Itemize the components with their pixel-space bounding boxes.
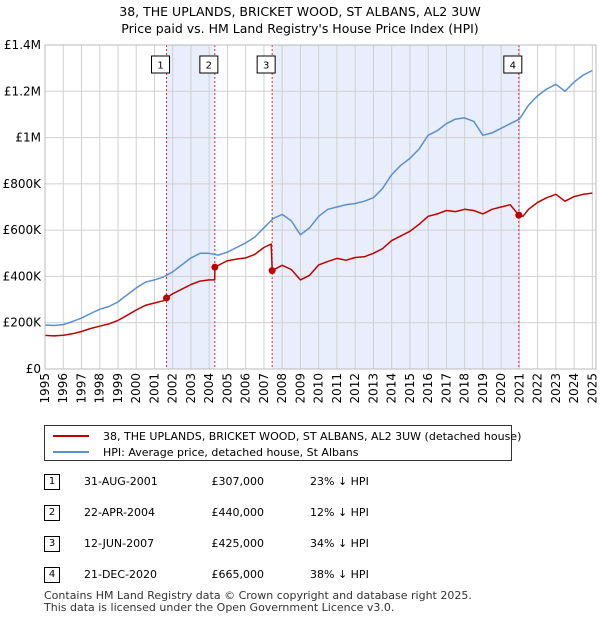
y-tick-label: £1M [15, 131, 41, 145]
sale-number-badge: 4 [44, 567, 60, 583]
x-tick-label: 2010 [312, 373, 326, 404]
property-series-line [44, 192, 593, 337]
x-tick-label: 2014 [385, 373, 399, 404]
x-tick-label: 1999 [111, 373, 125, 404]
series-lines [44, 69, 593, 337]
legend-label-property: 38, THE UPLANDS, BRICKET WOOD, ST ALBANS… [103, 429, 522, 443]
hpi-series-line [44, 69, 593, 327]
footer-attribution: Contains HM Land Registry data © Crown c… [44, 590, 472, 614]
x-tick-label: 1995 [38, 373, 52, 404]
sale-price: £307,000 [211, 475, 265, 488]
y-tick-label: £1.4M [4, 38, 41, 52]
x-tick-label: 2018 [458, 373, 472, 404]
sale-label-number: 4 [510, 61, 516, 72]
sale-label-number: 1 [157, 61, 163, 72]
x-tick-label: 2004 [202, 373, 216, 404]
sale-date: 21-DEC-2020 [84, 568, 158, 581]
x-tick-label: 2005 [220, 373, 234, 404]
sale-row: 3 12-JUN-2007 £425,000 34% ↓ HPI [0, 534, 600, 554]
x-tick-label: 2020 [494, 373, 508, 404]
sale-date: 22-APR-2004 [84, 506, 156, 519]
sale-price: £425,000 [211, 537, 265, 550]
legend-item-hpi: HPI: Average price, detached house, St A… [53, 444, 358, 460]
sale-number-badge: 1 [44, 474, 60, 490]
legend-swatch-hpi [53, 451, 89, 453]
y-tick-label: £400K [3, 269, 43, 283]
x-tick-label: 1996 [56, 373, 70, 404]
x-axis-ticks: 1995 1996 1997 1998 1999 2000 2001 2002 2003 2004… [38, 373, 599, 404]
x-tick-label: 2023 [549, 373, 563, 404]
sale-hpi-diff: 12% ↓ HPI [310, 506, 369, 519]
legend-label-hpi: HPI: Average price, detached house, St A… [103, 445, 359, 459]
sale-point [163, 294, 171, 302]
sale-hpi-diff: 34% ↓ HPI [310, 537, 369, 550]
y-tick-label: £1.2M [4, 84, 41, 98]
sale-hpi-diff: 23% ↓ HPI [310, 475, 369, 488]
sale-label-box [151, 55, 171, 74]
sale-row: 2 22-APR-2004 £440,000 12% ↓ HPI [0, 503, 600, 523]
y-tick-label: £800K [3, 177, 43, 191]
x-tick-label: 2001 [147, 373, 161, 404]
chart-legend: 38, THE UPLANDS, BRICKET WOOD, ST ALBANS… [44, 425, 521, 461]
sale-number-badge: 3 [44, 536, 60, 552]
sale-date: 31-AUG-2001 [84, 475, 158, 488]
x-tick-label: 2022 [531, 373, 545, 404]
x-tick-label: 2000 [129, 373, 143, 404]
x-tick-label: 2006 [239, 373, 253, 404]
chart-title-block: 38, THE UPLANDS, BRICKET WOOD, ST ALBANS… [0, 3, 600, 37]
x-tick-label: 2016 [421, 373, 435, 404]
sale-row: 1 31-AUG-2001 £307,000 23% ↓ HPI [0, 472, 600, 492]
x-tick-label: 2003 [184, 373, 198, 404]
shaded-period [272, 45, 519, 369]
price-chart: 1 2 3 4 £0 £200K £400K £600K £800K £1M £1.2M £1.4M… [3, 38, 600, 404]
sale-label-number: 2 [206, 61, 212, 72]
x-tick-label: 2013 [366, 373, 380, 404]
sale-vertical-lines [166, 45, 520, 369]
sale-date: 12-JUN-2007 [84, 537, 155, 550]
sale-price: £665,000 [211, 568, 265, 581]
sale-label-box [199, 55, 219, 74]
sale-point [268, 267, 276, 275]
footer-line-copyright: Contains HM Land Registry data © Crown c… [44, 589, 472, 602]
x-tick-label: 1997 [74, 373, 88, 404]
chart-title: 38, THE UPLANDS, BRICKET WOOD, ST ALBANS… [119, 4, 481, 19]
sale-hpi-diff: 38% ↓ HPI [310, 568, 369, 581]
y-tick-label: £200K [3, 316, 43, 330]
chart-subtitle: Price paid vs. HM Land Registry's House … [121, 21, 479, 36]
y-tick-label: £600K [3, 223, 43, 237]
x-tick-label: 2015 [403, 373, 417, 404]
sale-point [515, 211, 523, 219]
sale-label-number: 3 [263, 61, 269, 72]
x-tick-label: 2012 [348, 373, 362, 404]
sale-point [211, 263, 219, 271]
x-tick-label: 2007 [257, 373, 271, 404]
x-tick-label: 2002 [166, 373, 180, 404]
sale-row: 4 21-DEC-2020 £665,000 38% ↓ HPI [0, 565, 600, 585]
x-tick-label: 2024 [567, 373, 581, 404]
plot-area-border [44, 44, 597, 370]
legend-swatch-property [53, 435, 89, 437]
footer-line-licence: This data is licensed under the Open Gov… [44, 601, 395, 614]
x-tick-label: 2017 [439, 373, 453, 404]
x-tick-label: 2025 [585, 373, 599, 404]
y-axis-ticks: £0 £200K £400K £600K £800K £1M £1.2M £1.4M [3, 38, 43, 376]
sale-label-box [256, 55, 276, 74]
x-tick-label: 2008 [275, 373, 289, 404]
x-tick-label: 2009 [293, 373, 307, 404]
sale-number-labels: 1 2 3 4 [151, 55, 523, 74]
sale-label-box [503, 55, 523, 74]
x-tick-label: 2021 [512, 373, 526, 404]
sale-markers [163, 211, 523, 302]
x-tick-label: 2011 [330, 373, 344, 404]
sale-price: £440,000 [211, 506, 265, 519]
shaded-periods [166, 45, 519, 369]
y-tick-label: £0 [26, 362, 41, 376]
x-tick-label: 1998 [93, 373, 107, 404]
x-tick-label: 2019 [476, 373, 490, 404]
legend-item-property: 38, THE UPLANDS, BRICKET WOOD, ST ALBANS… [53, 428, 521, 444]
sale-number-badge: 2 [44, 505, 60, 521]
